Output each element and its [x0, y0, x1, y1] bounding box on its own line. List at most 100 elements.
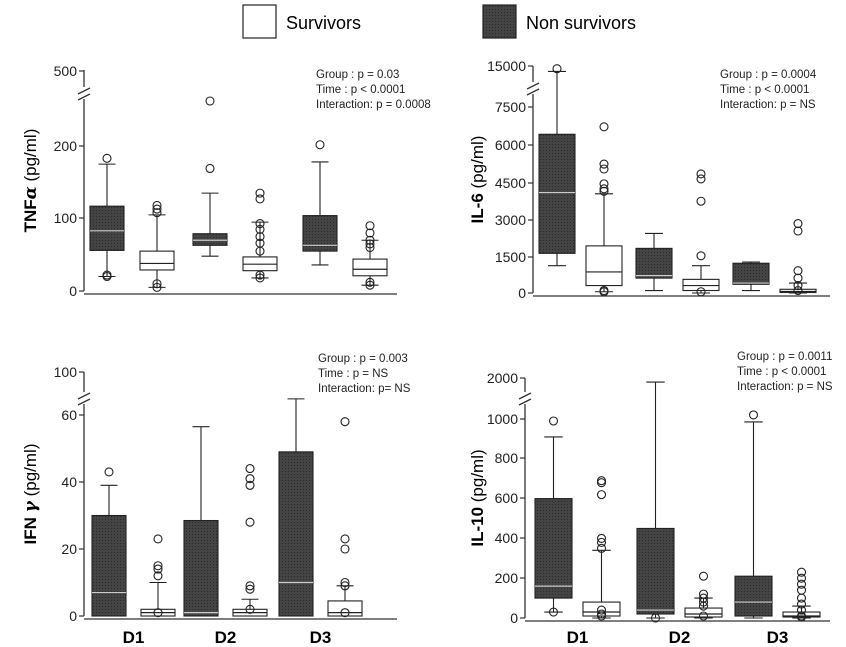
legend-nonsurvivors-label: Non survivors [526, 13, 636, 33]
outlier-point [365, 235, 375, 245]
y-tick-label: 4500 [495, 175, 526, 191]
stats-line: Time : p < 0.0001 [316, 84, 405, 96]
outlier-point [796, 573, 807, 583]
outlier-point [793, 273, 803, 283]
iqr-box [89, 205, 125, 251]
nonsurvivor-box-d3 [734, 410, 773, 619]
outlier-point [255, 270, 265, 280]
survivor-box-d2 [684, 571, 723, 621]
outlier-point [793, 266, 803, 276]
outlier-point [152, 200, 162, 210]
outlier-point [650, 613, 661, 623]
outlier-point [152, 282, 162, 292]
nonsurvivor-box-d2 [636, 381, 675, 623]
category-label-d2: D2 [215, 628, 237, 647]
outlier-point [596, 537, 607, 547]
outlier-point [340, 544, 350, 554]
outlier-point [205, 96, 215, 106]
legend: Survivors Non survivors [242, 4, 636, 39]
outlier-point [152, 279, 162, 289]
y-tick-label: 2000 [487, 370, 518, 386]
outlier-point [596, 476, 607, 486]
outlier-point [748, 410, 759, 420]
outlier-point [599, 179, 609, 189]
iqr-box [534, 498, 573, 599]
outlier-point [340, 608, 350, 618]
y-tick-label: 100 [54, 210, 78, 226]
category-label-d3: D3 [767, 628, 789, 647]
survivor-box-d3 [782, 567, 821, 622]
outlier-point [596, 533, 607, 543]
survivor-box-d2 [242, 188, 278, 283]
y-tick-label: 0 [69, 608, 77, 624]
axis-break-mark [77, 93, 91, 101]
nonsurvivor-box-d1 [534, 416, 573, 617]
legend-survivors-swatch [242, 4, 277, 39]
stats-line: Group : p = 0.0004 [720, 69, 817, 81]
nonsurvivor-box-d3 [732, 261, 770, 292]
stats-line: Group : p = 0.003 [318, 353, 408, 365]
nonsurvivor-box-d1 [89, 153, 125, 282]
y-tick-label: 15000 [487, 58, 526, 74]
y-tick-label: 500 [54, 63, 78, 79]
outlier-point [340, 581, 350, 591]
y-tick-label: 1000 [487, 411, 518, 427]
nonsurvivor-box-d2 [183, 426, 219, 617]
outlier-point [796, 593, 807, 603]
y-axis-title-main: TNF [21, 199, 40, 232]
outlier-point [548, 416, 559, 426]
iqr-box [91, 514, 127, 617]
y-axis-title-unit: (pg/ml) [21, 129, 40, 187]
y-axis-title: TNFα (pg/ml) [21, 129, 41, 233]
iqr-box [192, 233, 228, 246]
outlier-point [255, 194, 265, 204]
panel-il6: 0 1500 3000 4500 6000 7500 15000 IL-6 (pg/ml) Gr… [468, 58, 830, 301]
outlier-point [365, 221, 375, 231]
outlier-point [698, 611, 709, 621]
axis-break-mark [518, 392, 532, 400]
outlier-point [365, 242, 375, 253]
survivor-box-d1 [582, 476, 621, 621]
y-tick-label: 40 [61, 474, 77, 490]
y-tick-label: 20 [61, 541, 77, 557]
outlier-point [255, 219, 265, 229]
outlier-point [599, 184, 609, 194]
iqr-box [538, 133, 576, 254]
y-tick-label: 0 [69, 283, 77, 299]
category-label-d1: D1 [567, 628, 589, 647]
outlier-point [596, 609, 607, 619]
stats-line: Interaction: p = 0.0008 [316, 99, 431, 111]
outlier-point [796, 567, 807, 577]
outlier-point [255, 224, 265, 234]
survivor-box-d3 [352, 221, 388, 290]
panel-il10: 0 200 400 600 800 1000 2000 IL-10 (pg/ml) Group … [468, 351, 833, 647]
outlier-point [255, 188, 265, 198]
nonsurvivor-box-d2 [192, 96, 228, 257]
nonsurvivor-box-d2 [635, 232, 673, 292]
outlier-point [102, 153, 112, 163]
outlier-point [599, 122, 609, 132]
stats-line: Group : p = 0.0011 [737, 351, 832, 363]
iqr-box [734, 575, 773, 617]
outlier-point [698, 593, 709, 603]
y-axis-title: IFN γ (pg/ml) [21, 444, 41, 545]
outlier-point [796, 605, 807, 615]
outlier-point [245, 581, 255, 591]
stats-line: Interaction: p= NS [318, 383, 411, 395]
survivor-box-d3 [779, 219, 817, 296]
stats-line: Time : p < 0.0001 [720, 84, 809, 96]
outlier-point [596, 605, 607, 615]
y-tick-label: 7500 [495, 99, 526, 115]
outlier-point [340, 534, 350, 544]
outlier-point [796, 611, 807, 621]
nonsurvivor-box-d1 [91, 467, 127, 617]
outlier-point [599, 285, 609, 296]
category-label-d1: D1 [123, 628, 145, 647]
outlier-point [548, 607, 559, 617]
stats-line: Group : p = 0.03 [316, 69, 399, 81]
outlier-point [245, 480, 255, 490]
outlier-point [152, 208, 162, 218]
outlier-point [340, 417, 350, 427]
iqr-box [635, 247, 673, 279]
